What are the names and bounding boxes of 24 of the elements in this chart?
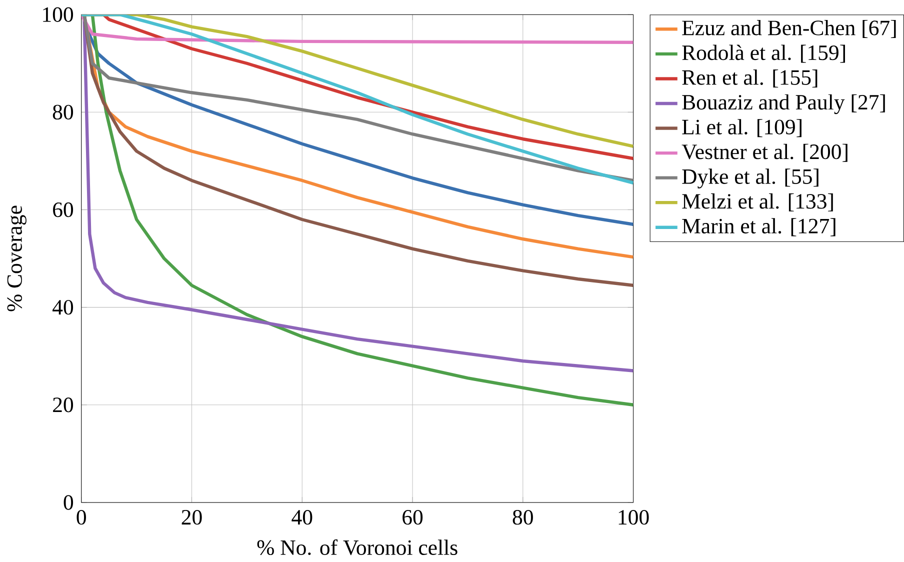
y-tick-label: 40: [52, 300, 74, 314]
y-tick-label: 80: [52, 104, 74, 120]
y-tick-label: 20: [53, 397, 74, 412]
y-tick-label: 60: [53, 202, 74, 217]
x-tick-label: 80: [512, 510, 533, 524]
x-tick-label: 40: [292, 510, 312, 524]
legend-label: Rodolà et al. [159]: [682, 44, 845, 63]
legend-label: Ezuz and Ben-Chen [67]: [682, 20, 896, 38]
y-tick-label: 100: [43, 7, 74, 22]
legend-label: Melzi et al. [133]: [682, 193, 833, 212]
legend-label: Ren et al. [155]: [682, 69, 818, 88]
x-tick-label: 100: [618, 510, 649, 524]
legend-label: Vestner et al. [200]: [682, 144, 848, 162]
legend-label: Dyke et al. [55]: [682, 168, 818, 188]
legend-label: Marin et al. [127]: [682, 218, 836, 236]
x-axis-title: % No. of Voronoi cells: [257, 539, 458, 555]
x-tick-label: 0: [76, 510, 86, 524]
y-axis-title: % Coverage: [7, 206, 26, 312]
line-series: [81, 14, 634, 44]
legend-label: Li et al. [109]: [682, 118, 802, 137]
y-tick-label: 0: [64, 494, 74, 510]
legend-label: Bouaziz and Pauly [27]: [682, 94, 885, 114]
x-tick-label: 20: [182, 510, 202, 524]
x-tick-label: 60: [402, 510, 423, 524]
